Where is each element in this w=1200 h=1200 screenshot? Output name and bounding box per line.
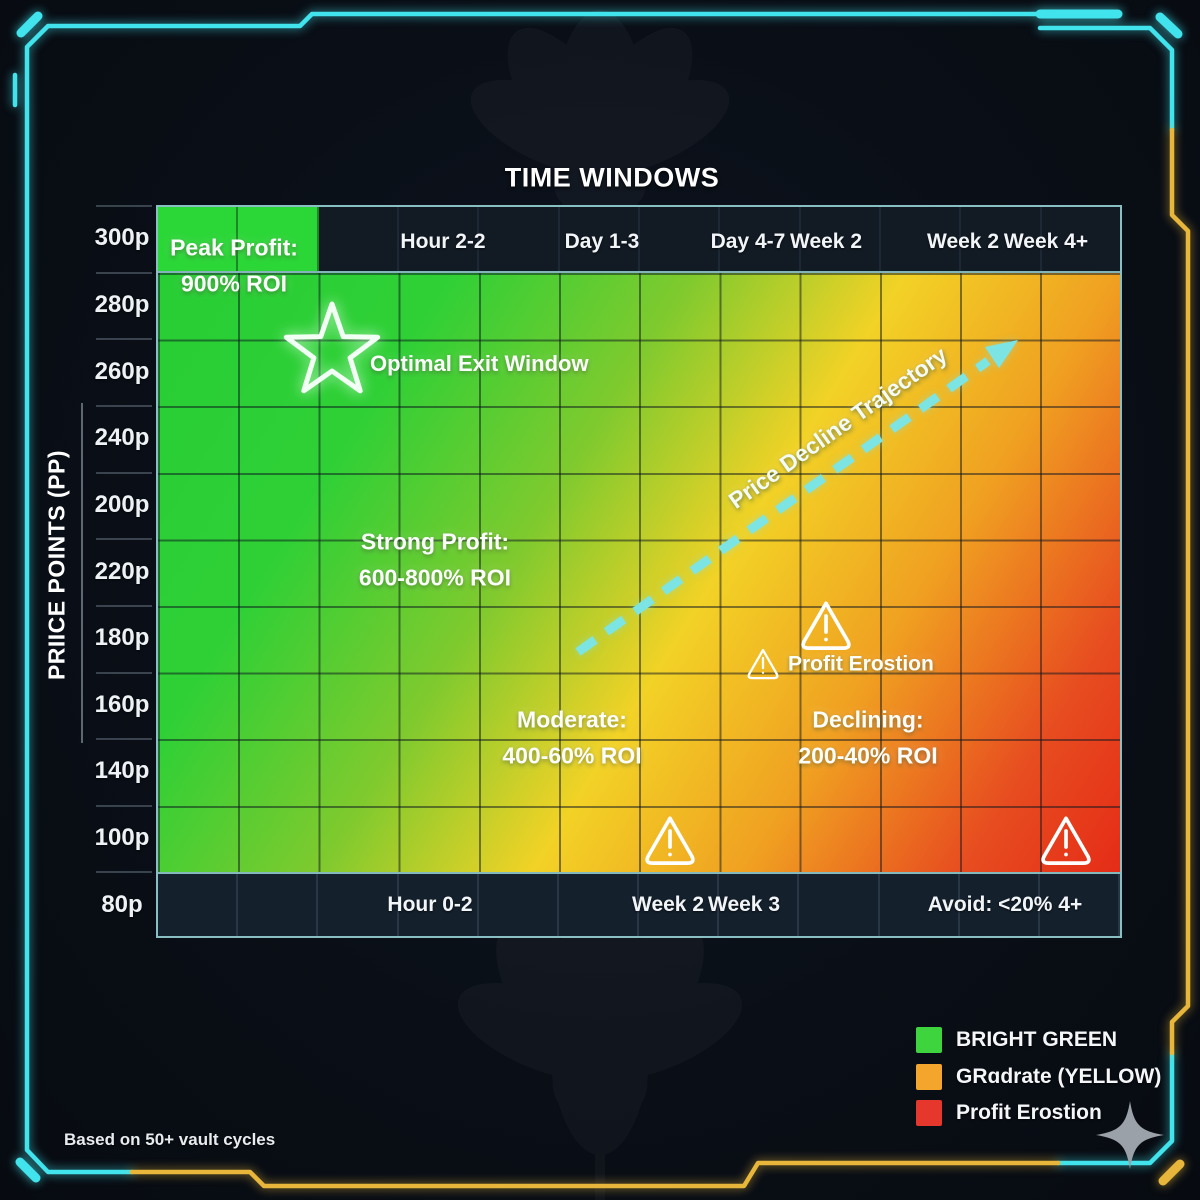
zone-declining-value: 200-40% ROI [798, 742, 938, 768]
y-tick-240p: 240p [94, 424, 150, 451]
footer-avoid: Avoid: <20% 4+ [927, 893, 1083, 916]
grid-cell-footer [880, 874, 960, 936]
sparkle-icon [1096, 1101, 1164, 1169]
y-tick-100p: 100p [94, 824, 150, 851]
grid-cell-footer [1040, 874, 1121, 936]
tick-separator [96, 538, 152, 540]
frame-right-yellow-line [1169, 127, 1191, 1056]
zone-peak-title: Peak Profit: [170, 234, 298, 261]
footer-week-2: Week 2 [632, 893, 704, 916]
grid-cell-footer [479, 874, 559, 936]
grid-cell-header [559, 207, 640, 271]
y-tick-80p: 80p [101, 891, 143, 918]
grid-cell-header [720, 207, 801, 271]
tick-separator [96, 272, 152, 274]
zone-declining-title: Declining: [812, 706, 924, 733]
grid-cell-footer [158, 874, 239, 936]
grid-cell-footer [799, 874, 880, 936]
frame-bottom-right-cyan-line [1055, 1050, 1175, 1166]
y-axis-line [81, 403, 83, 743]
y-tick-280p: 280p [94, 291, 150, 318]
y-tick-300p: 300p [94, 224, 150, 251]
grid-cell-header [398, 207, 480, 271]
y-tick-140p: 140p [94, 757, 150, 784]
frame-corner-dash-bottom-left [15, 1157, 41, 1183]
time-window-week-2: Week 2 [790, 230, 862, 253]
frame-bottom-yellow-line [129, 1160, 1061, 1189]
grid-cell-footer [399, 874, 479, 936]
grid-cell-footer [719, 874, 800, 936]
tick-separator [96, 672, 152, 674]
tick-separator [96, 805, 152, 807]
grid-cell-footer [639, 874, 720, 936]
zone-strong-profit: Strong Profit: 600-800% ROI [359, 524, 511, 595]
grid-cell-header [880, 207, 962, 271]
grid-cell-header [318, 207, 399, 271]
legend-swatch-yellow [916, 1064, 942, 1090]
y-tick-260p: 260p [94, 358, 150, 385]
grid-cell-footer [318, 874, 399, 936]
frame-corner-dash-top-right [1155, 12, 1183, 39]
zone-peak-profit: Peak Profit: 900% ROI [170, 230, 298, 301]
zone-moderate: Moderate: 400-60% ROI [502, 702, 641, 773]
profit-erosion-label: Profit Erostion [788, 652, 934, 676]
frame-top-left-line [24, 11, 1121, 1175]
tick-separator [96, 205, 152, 207]
zone-declining: Declining: 200-40% ROI [798, 702, 937, 773]
frame-corner-dash-bottom-right [1158, 1159, 1185, 1186]
grid-cell-green [158, 207, 239, 271]
y-tick-200p: 200p [94, 491, 150, 518]
tick-separator [96, 405, 152, 407]
frame-top-right-line [1037, 25, 1175, 133]
y-tick-220p: 220p [94, 558, 150, 585]
grid-cell-header [961, 207, 1042, 271]
tick-separator [96, 472, 152, 474]
zone-moderate-value: 400-60% ROI [502, 742, 642, 768]
tick-separator [96, 338, 152, 340]
heat-gradient-area [158, 273, 1120, 872]
legend-item-yellow: GRɑdrate (YELLOW) [916, 1064, 1161, 1090]
time-window-day-1-3: Day 1-3 [564, 230, 640, 253]
grid-cell-header [479, 207, 560, 271]
footer-week-3: Week 3 [708, 893, 780, 916]
zone-moderate-title: Moderate: [517, 706, 627, 733]
zone-strong-value: 600-800% ROI [358, 564, 512, 590]
time-window-week-4plus: Week 4+ [1003, 230, 1089, 253]
grid-cell-footer [238, 874, 319, 936]
tick-separator [96, 738, 152, 740]
zone-strong-title: Strong Profit: [360, 528, 510, 555]
time-window-week-2b: Week 2 [927, 230, 999, 253]
grid-cell-green [238, 207, 319, 271]
legend-item-red: Profit Erostion [916, 1100, 1102, 1126]
legend-label-red: Profit Erostion [956, 1101, 1102, 1124]
time-window-hour-2-2: Hour 2-2 [400, 230, 486, 253]
chart-title: TIME WINDOWS [504, 162, 720, 193]
time-window-day-4-7: Day 4-7 [710, 230, 786, 253]
y-tick-180p: 180p [94, 624, 150, 651]
legend-label-green: BRIGHT GREEN [956, 1028, 1118, 1051]
grid-cell-header [1041, 207, 1120, 271]
grid-cell-header [639, 207, 721, 271]
optimal-exit-label: Optimal Exit Window [370, 350, 589, 376]
legend-swatch-green [916, 1027, 942, 1053]
heatmap-grid [156, 205, 1122, 938]
y-tick-160p: 160p [94, 691, 150, 718]
footnote: Based on 50+ vault cycles [64, 1130, 276, 1149]
legend-swatch-red [916, 1100, 942, 1126]
tick-separator [96, 871, 152, 873]
y-axis-title: PRIICE POINTS (PP) [43, 449, 70, 681]
legend-label-yellow: GRɑdrate (YELLOW) [956, 1065, 1162, 1088]
tick-separator [96, 605, 152, 607]
frame-corner-dash-top-left [16, 11, 43, 38]
grid-cell-header [800, 207, 881, 271]
grid-cell-footer [960, 874, 1040, 936]
zone-peak-value: 900% ROI [180, 270, 288, 296]
footer-row [158, 872, 1121, 936]
legend-item-bright-green: BRIGHT GREEN [916, 1027, 1117, 1053]
header-row [158, 207, 1120, 273]
grid-cell-footer [559, 874, 640, 936]
footer-hour-0-2: Hour 0-2 [387, 893, 473, 916]
